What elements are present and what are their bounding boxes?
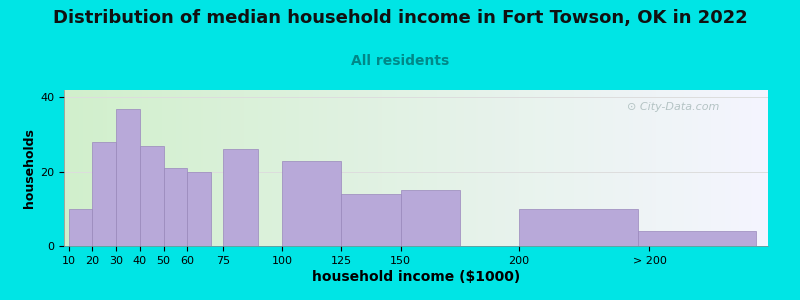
Text: Distribution of median household income in Fort Towson, OK in 2022: Distribution of median household income … <box>53 9 747 27</box>
Bar <box>519 209 638 246</box>
Bar <box>638 231 756 246</box>
Bar <box>342 194 401 246</box>
Bar <box>163 168 187 246</box>
X-axis label: household income ($1000): household income ($1000) <box>312 270 520 284</box>
Y-axis label: households: households <box>23 128 36 208</box>
Bar <box>282 160 342 246</box>
Bar <box>116 109 140 246</box>
Bar <box>187 172 211 246</box>
Text: All residents: All residents <box>351 54 449 68</box>
Bar <box>401 190 460 246</box>
Bar <box>93 142 116 246</box>
Text: ⊙ City-Data.com: ⊙ City-Data.com <box>627 103 719 112</box>
Bar <box>69 209 93 246</box>
Bar <box>140 146 163 246</box>
Bar <box>223 149 258 246</box>
